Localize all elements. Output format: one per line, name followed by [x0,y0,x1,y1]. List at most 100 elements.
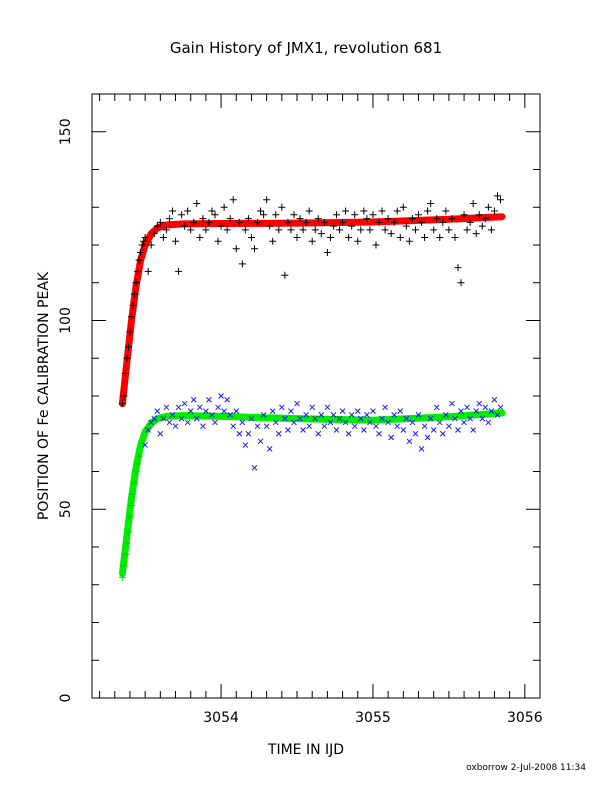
plot-frame [91,93,541,699]
y-tick-label: 100 [58,307,74,334]
data-point-1 [484,203,492,211]
data-point-2 [260,412,267,418]
data-point-1 [235,218,243,226]
data-point-1 [278,203,286,211]
data-point-2 [324,404,331,411]
data-point-1 [433,215,441,223]
data-point-2 [178,415,185,422]
data-point-1 [196,233,204,241]
data-point-2 [345,430,352,437]
data-point-1 [314,215,322,223]
data-point-1 [162,226,170,234]
data-point-1 [418,218,426,226]
data-point-2 [400,427,407,433]
data-point-1 [275,226,283,234]
data-point-3 [129,490,137,498]
data-point-2 [257,438,264,445]
data-point-1 [178,211,186,219]
data-point-2 [294,400,300,407]
data-point-2 [163,404,170,411]
data-point-1 [147,241,155,249]
data-point-1 [137,249,145,257]
data-point-2 [479,415,486,422]
data-point-2 [330,412,337,418]
data-point-2 [300,427,306,433]
data-point-1 [217,222,225,230]
data-point-2 [193,415,200,422]
data-point-1 [199,215,207,223]
data-point-2 [187,408,194,414]
data-point-2 [166,419,173,426]
data-point-1 [375,218,383,226]
data-point-2 [430,427,437,433]
data-point-1 [475,211,483,219]
data-point-1 [472,230,480,238]
data-point-2 [418,445,425,452]
data-point-1 [457,279,465,287]
data-point-1 [333,211,341,219]
data-point-1 [172,237,180,245]
data-point-1 [357,226,365,234]
data-point-2 [157,430,164,437]
data-point-3 [120,562,128,570]
data-point-1 [427,199,435,207]
data-point-1 [399,203,407,211]
data-point-2 [254,423,261,430]
data-point-2 [245,430,252,437]
data-point-1 [308,237,316,245]
data-point-2 [196,404,203,411]
data-point-3 [126,513,134,521]
data-point-2 [233,408,240,414]
data-point-2 [242,442,249,448]
data-point-1 [402,222,410,230]
data-point-1 [345,233,353,241]
data-point-2 [312,415,319,422]
data-point-2 [476,400,483,407]
data-point-1 [132,279,140,287]
data-point-2 [291,419,297,426]
data-point-2 [239,419,246,426]
data-point-2 [327,419,334,426]
data-point-1 [272,211,280,219]
data-point-2 [248,415,255,422]
data-point-2 [285,427,291,433]
data-point-2 [351,423,358,430]
x-axis-label: TIME IN IJD [267,742,344,758]
data-point-2 [433,404,440,411]
data-point-1 [156,218,164,226]
data-point-2 [266,445,273,452]
data-point-2 [221,408,227,414]
data-point-2 [488,408,495,414]
data-point-1 [290,211,298,219]
data-point-1 [241,226,249,234]
data-point-2 [339,408,346,414]
data-point-2 [470,427,477,433]
data-point-1 [223,226,231,234]
data-point-2 [455,427,461,433]
data-point-1 [184,207,192,215]
x-tick-label: 3054 [203,710,239,726]
data-point-3 [132,468,140,475]
data-point-1 [387,230,395,238]
tick-labels: 3054 3055 3056 0 50 100 150 [58,118,543,726]
data-point-1 [487,226,495,234]
data-point-1 [250,245,258,253]
data-point-1 [390,218,398,226]
data-point-2 [373,423,379,430]
data-point-2 [148,419,155,426]
data-point-2 [491,396,498,403]
data-point-1 [354,237,362,245]
data-point-2 [467,415,473,422]
data-point-1 [247,233,255,241]
data-point-1 [299,226,307,234]
data-point-2 [497,404,504,411]
data-point-1 [287,226,295,234]
data-point-2 [388,434,395,441]
data-point-1 [342,207,350,215]
data-point-2 [288,408,294,414]
data-point-2 [227,412,234,418]
data-point-1 [208,207,216,215]
data-point-1 [381,226,389,234]
data-point-1 [393,207,401,215]
